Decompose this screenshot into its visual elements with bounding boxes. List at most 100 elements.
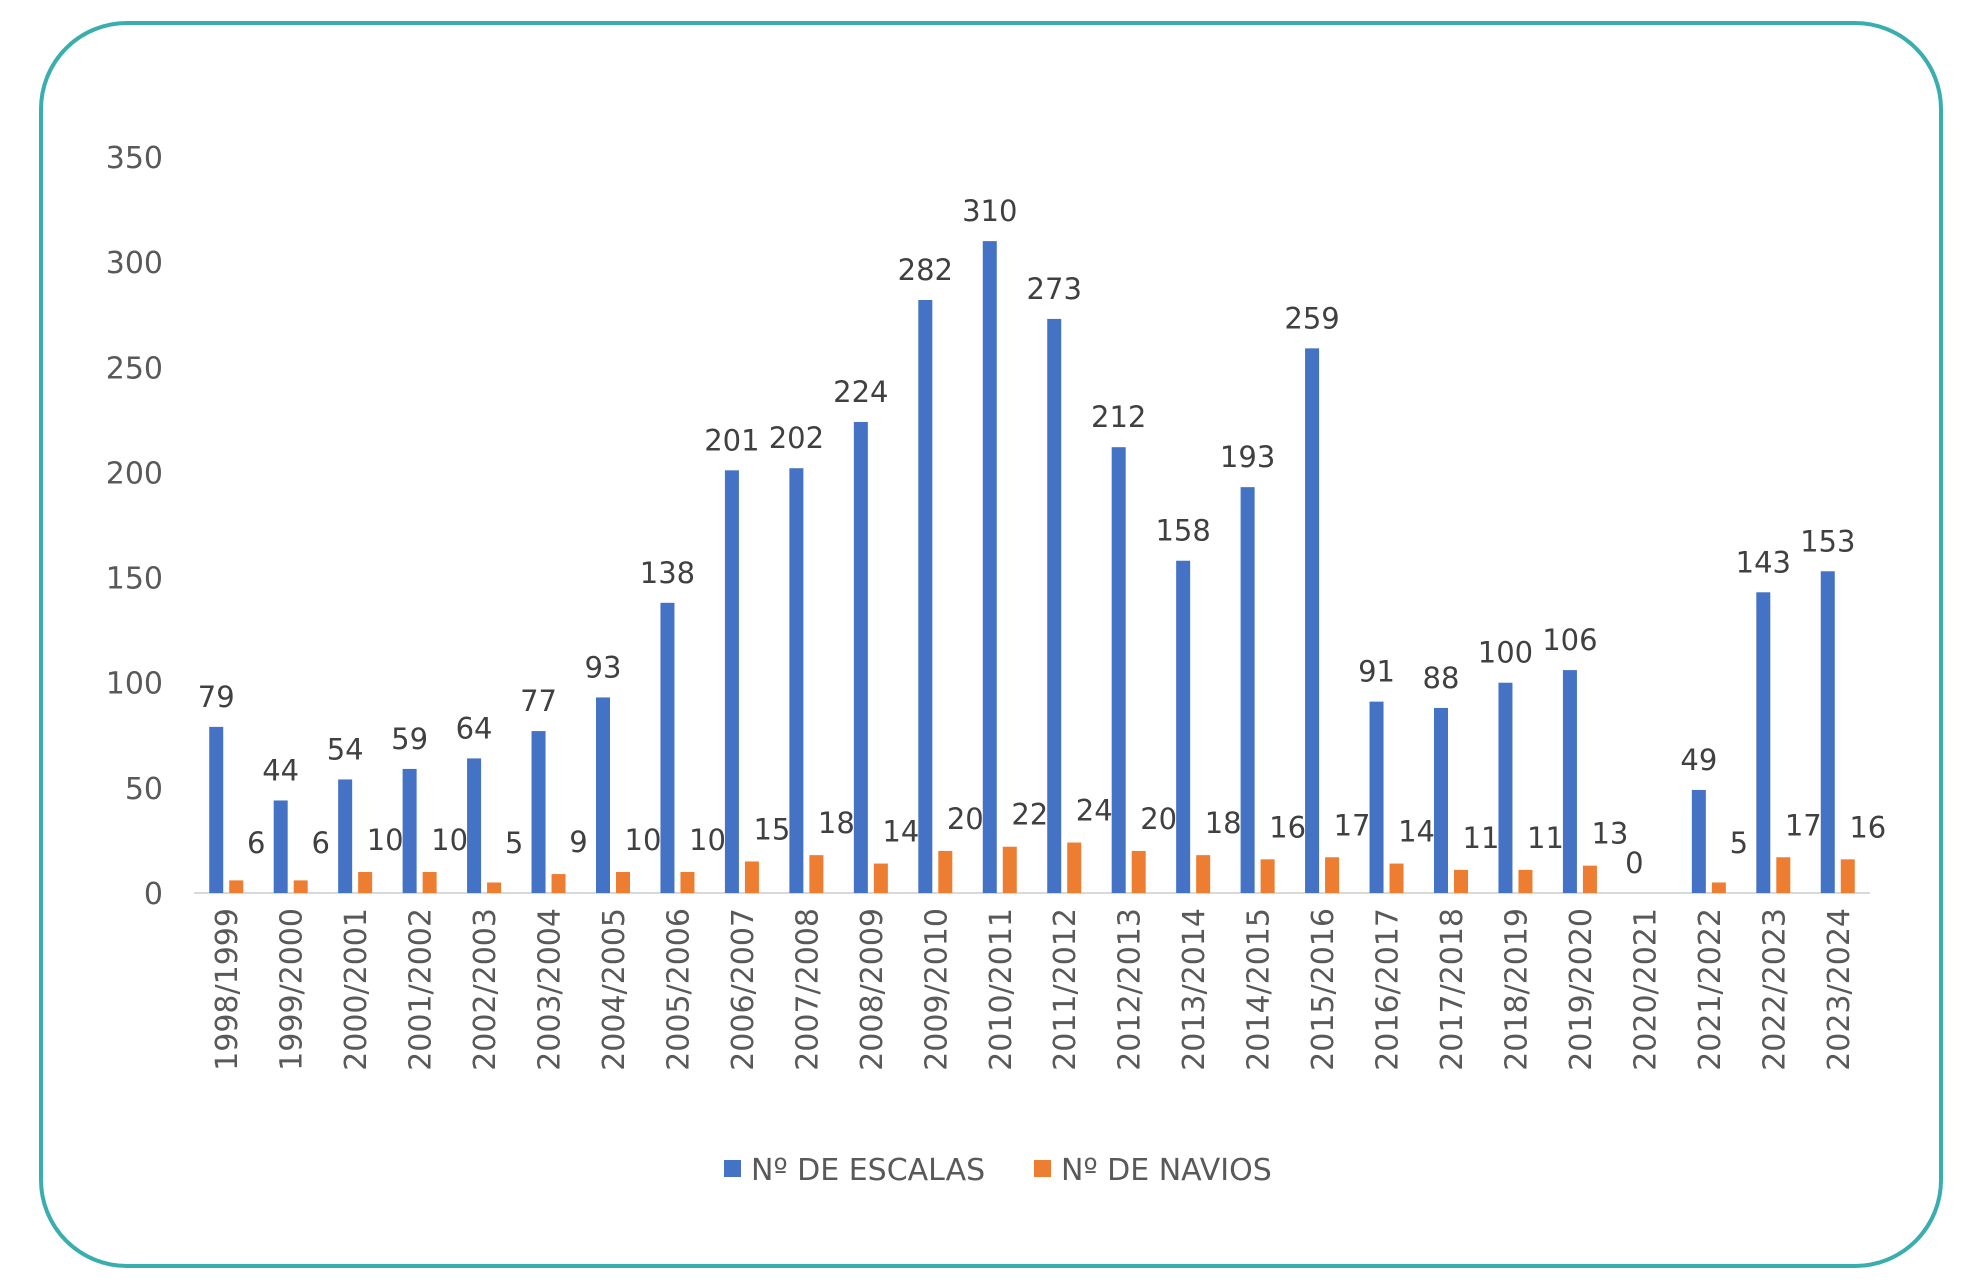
y-tick-label: 100 <box>106 667 163 702</box>
bar-navios <box>938 850 953 893</box>
data-label-navios: 6 <box>247 826 265 860</box>
bar-escalas <box>1434 707 1448 893</box>
x-tick-label: 2001/2002 <box>404 908 439 1071</box>
x-tick-label: 2011/2012 <box>1048 908 1083 1071</box>
bar-escalas <box>1240 487 1255 893</box>
bar-navios <box>1196 855 1211 893</box>
y-tick-label: 150 <box>106 562 163 597</box>
x-tick-label: 2020/2021 <box>1628 908 1663 1071</box>
data-label-navios: 20 <box>947 802 984 836</box>
bar-escalas <box>1111 447 1126 893</box>
x-tick-label: 2022/2023 <box>1757 908 1792 1071</box>
x-tick-label: 1998/1999 <box>210 908 245 1071</box>
bar-escalas <box>1562 670 1577 893</box>
bar-escalas <box>273 800 288 893</box>
data-label-navios: 15 <box>753 812 790 846</box>
y-axis: 0 50 100 150 200 250 300 350 <box>106 141 163 912</box>
data-label-navios: 10 <box>689 823 726 857</box>
x-tick-label: 2002/2003 <box>468 908 503 1071</box>
bar-navios <box>1131 850 1146 893</box>
bar-navios <box>1325 857 1340 893</box>
data-label-navios: 10 <box>431 823 468 857</box>
x-tick-label: 2007/2008 <box>790 908 825 1071</box>
x-tick-label: 2005/2006 <box>661 908 696 1071</box>
data-label-navios: 18 <box>1205 806 1242 840</box>
bar-escalas <box>724 470 739 893</box>
legend-label-navios: Nº DE NAVIOS <box>1061 1153 1272 1188</box>
data-label-escalas: 106 <box>1542 623 1597 657</box>
bar-escalas <box>918 299 933 894</box>
bar-escalas <box>1176 560 1191 893</box>
x-tick-label: 2014/2015 <box>1242 908 1277 1071</box>
data-label-navios: 17 <box>1334 808 1371 842</box>
bar-escalas <box>660 602 675 893</box>
data-label-escalas: 77 <box>520 684 557 718</box>
data-label-navios: 17 <box>1785 808 1822 842</box>
data-label-navios: 16 <box>1269 810 1306 844</box>
x-tick-label: 2009/2010 <box>919 908 954 1071</box>
bar-escalas <box>982 241 997 894</box>
bar-escalas <box>1498 682 1513 893</box>
bar-navios <box>1067 842 1082 893</box>
data-label-navios: 6 <box>311 826 329 860</box>
bar-escalas <box>596 697 610 893</box>
data-label-navios: 24 <box>1076 794 1113 828</box>
data-label-navios: 14 <box>882 815 919 849</box>
data-label-escalas: 224 <box>833 375 888 409</box>
x-tick-label: 2019/2020 <box>1564 908 1599 1071</box>
legend-label-escalas: Nº DE ESCALAS <box>751 1153 985 1188</box>
bar-navios <box>358 871 373 893</box>
bar-navios <box>809 855 824 893</box>
data-label-escalas: 201 <box>704 423 759 457</box>
data-label-escalas: 79 <box>198 680 235 714</box>
data-label-escalas: 273 <box>1027 272 1082 306</box>
data-label-escalas: 202 <box>769 421 824 455</box>
x-tick-label: 2017/2018 <box>1435 908 1470 1071</box>
bar-escalas <box>1820 571 1835 893</box>
y-tick-label: 250 <box>106 351 163 386</box>
y-tick-label: 0 <box>144 877 163 912</box>
data-label-navios: 11 <box>1527 821 1564 855</box>
data-label-navios: 5 <box>1730 826 1748 860</box>
y-tick-label: 300 <box>106 246 163 281</box>
data-label-navios: 11 <box>1463 821 1500 855</box>
bar-escalas <box>1047 318 1062 893</box>
data-label-escalas: 54 <box>327 732 364 766</box>
bar-navios <box>1389 863 1404 893</box>
x-tick-label: 2004/2005 <box>597 908 632 1071</box>
bar-navios <box>1454 869 1468 893</box>
data-label-escalas: 259 <box>1284 301 1339 335</box>
bar-navios <box>551 874 566 893</box>
data-label-escalas: 49 <box>1680 743 1717 777</box>
legend: Nº DE ESCALAS Nº DE NAVIOS <box>724 1153 1272 1188</box>
bar-escalas <box>1691 789 1706 893</box>
bar-navios <box>1002 846 1017 893</box>
data-label-escalas: 138 <box>640 556 695 590</box>
data-label-navios: 10 <box>367 823 404 857</box>
y-tick-label: 50 <box>125 772 163 807</box>
x-tick-label: 2015/2016 <box>1306 908 1341 1071</box>
data-labels: 7964465410591064577993101381020115202182… <box>198 194 1886 880</box>
bar-escalas <box>1756 592 1771 893</box>
bar-escalas <box>1305 348 1320 893</box>
bar-navios <box>680 871 695 893</box>
data-label-escalas: 44 <box>262 753 299 787</box>
x-tick-label: 2018/2019 <box>1499 908 1534 1071</box>
bar-navios <box>1840 859 1855 893</box>
bar-escalas <box>1369 701 1384 893</box>
data-label-escalas: 282 <box>898 253 953 287</box>
data-label-escalas: 59 <box>391 722 428 756</box>
data-label-navios: 5 <box>505 826 523 860</box>
y-tick-label: 200 <box>106 456 163 491</box>
x-tick-label: 2013/2014 <box>1177 908 1212 1071</box>
data-label-navios: 16 <box>1849 810 1886 844</box>
bar-escalas <box>209 726 224 893</box>
bar-navios <box>293 880 308 893</box>
x-tick-label: 2016/2017 <box>1371 908 1406 1071</box>
bar-navios <box>229 880 244 893</box>
bar-navios <box>1582 865 1597 893</box>
bar-navios <box>422 871 437 893</box>
data-label-escalas: 91 <box>1358 655 1395 689</box>
bar-navios <box>1776 857 1791 893</box>
data-label-escalas: 153 <box>1800 524 1855 558</box>
